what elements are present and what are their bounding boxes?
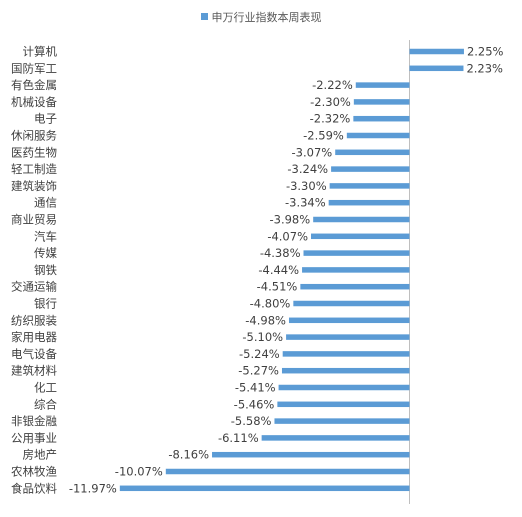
data-label: 2.23% [466, 61, 503, 75]
category-label: 食品饮料 [11, 481, 57, 495]
bar [288, 317, 410, 324]
data-label: 2.25% [467, 45, 504, 59]
data-label: -2.59% [303, 129, 344, 143]
data-label: -3.07% [292, 145, 333, 159]
data-label: -11.97% [69, 481, 117, 495]
category-label: 公用事业 [11, 431, 57, 445]
data-label: -2.22% [312, 78, 353, 92]
data-label: -4.98% [245, 313, 286, 327]
data-label: -5.41% [235, 381, 276, 395]
category-label: 银行 [34, 297, 57, 311]
bar [119, 485, 410, 492]
data-label: -10.07% [115, 465, 163, 479]
category-label: 国防军工 [11, 61, 57, 75]
data-label: -4.80% [250, 297, 291, 311]
bar [409, 48, 464, 55]
category-label: 综合 [34, 397, 57, 411]
category-label: 商业贸易 [11, 213, 57, 227]
bar [353, 115, 410, 122]
legend-swatch [200, 13, 208, 20]
bar [293, 300, 410, 307]
bar [281, 367, 410, 374]
bar [409, 65, 464, 72]
data-label: -4.44% [258, 263, 299, 277]
bar [274, 418, 410, 424]
data-label: -5.58% [231, 414, 272, 428]
category-label: 传媒 [34, 246, 57, 260]
bar [331, 166, 410, 172]
bar [346, 132, 410, 139]
category-label: 纺织服装 [11, 313, 57, 327]
bar [311, 233, 410, 240]
data-label: -5.10% [242, 330, 283, 344]
data-label: -3.24% [287, 162, 328, 176]
bar [355, 82, 410, 88]
category-label: 房地产 [23, 448, 58, 462]
category-label: 化工 [34, 381, 57, 395]
category-label: 非银金融 [11, 414, 57, 428]
data-label: -4.38% [260, 246, 301, 260]
bar [329, 183, 410, 189]
bar [278, 384, 410, 391]
category-label: 电子 [34, 112, 57, 126]
category-label: 电气设备 [11, 347, 57, 361]
category-label: 通信 [34, 196, 57, 210]
data-label: -3.34% [285, 196, 326, 210]
data-label: -4.51% [257, 280, 298, 294]
category-label: 医药生物 [11, 145, 57, 159]
bar [165, 468, 410, 475]
data-label: -2.30% [310, 95, 351, 109]
bar [300, 283, 410, 290]
bar [313, 216, 410, 223]
bar [212, 451, 410, 458]
category-label: 农林牧渔 [11, 465, 57, 479]
category-label: 机械设备 [11, 95, 57, 109]
category-label: 有色金属 [11, 78, 57, 92]
data-label: -3.98% [269, 213, 310, 227]
data-label: -8.16% [168, 448, 209, 462]
category-label: 计算机 [23, 45, 58, 59]
data-label: -5.46% [234, 397, 275, 411]
category-label: 建筑材料 [11, 364, 57, 378]
bar [302, 267, 410, 273]
bar [328, 199, 410, 206]
bar [282, 351, 410, 357]
category-label: 钢铁 [34, 263, 57, 277]
category-label: 汽车 [34, 229, 57, 243]
bar [277, 401, 410, 408]
data-label: -4.07% [267, 229, 308, 243]
category-label: 休闲服务 [11, 129, 57, 143]
legend-label: 申万行业指数本周表现 [211, 11, 322, 24]
data-label: -6.11% [218, 431, 259, 445]
category-label: 家用电器 [11, 330, 57, 344]
data-label: -5.24% [239, 347, 280, 361]
chart-legend: 申万行业指数本周表现 [0, 9, 522, 25]
bar [303, 250, 410, 256]
bar [335, 149, 410, 156]
bar [286, 334, 410, 340]
data-label: -3.30% [286, 179, 327, 193]
bar [353, 99, 410, 105]
category-label: 交通运输 [11, 280, 57, 294]
bar [261, 435, 410, 441]
category-label: 轻工制造 [11, 162, 57, 176]
category-label: 建筑装饰 [11, 179, 57, 193]
data-label: -2.32% [310, 112, 351, 126]
data-label: -5.27% [238, 364, 279, 378]
